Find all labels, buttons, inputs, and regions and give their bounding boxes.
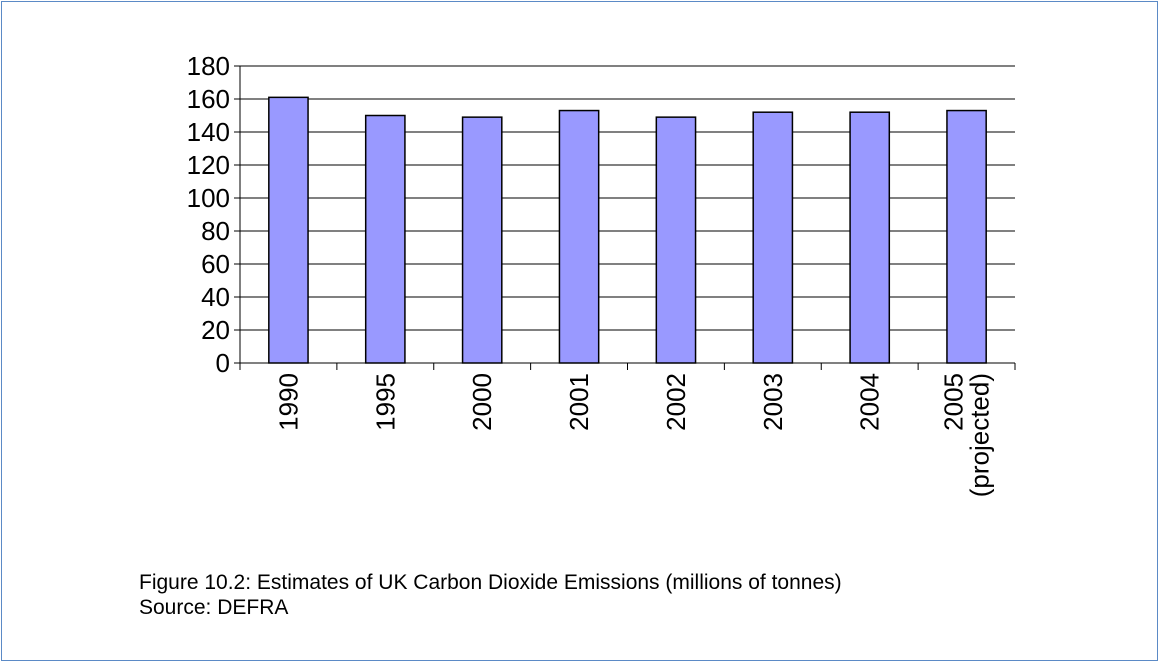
bar-2004 (849, 111, 891, 364)
gridlines (240, 65, 1015, 331)
x-tick-label: 2000 (467, 373, 497, 431)
caption-title: Figure 10.2: Estimates of UK Carbon Diox… (139, 571, 842, 594)
y-tick-label: 180 (187, 51, 230, 81)
bar-2005 (946, 109, 987, 364)
bar-2001 (558, 109, 600, 364)
x-tick-label: 2003 (758, 373, 788, 431)
y-tick-label: 140 (187, 117, 230, 147)
bar-1990 (268, 96, 309, 364)
bar-2002 (655, 116, 697, 364)
svg-text:2004: 2004 (855, 373, 885, 431)
x-tick-label: 2005(projected) (939, 373, 995, 497)
y-tick-label: 40 (201, 282, 230, 312)
y-tick-label: 60 (201, 249, 230, 279)
axes (234, 65, 1016, 370)
svg-text:2001: 2001 (564, 373, 594, 431)
caption-source: Source: DEFRA (139, 596, 289, 619)
y-tick-label: 160 (187, 84, 230, 114)
y-tick-label: 80 (201, 216, 230, 246)
x-tick-label: 2002 (661, 373, 691, 431)
x-tick-label: 2004 (855, 373, 885, 431)
y-tick-label: 120 (187, 150, 230, 180)
x-tick-label: 1990 (273, 373, 303, 431)
x-tick-label: 2001 (564, 373, 594, 431)
svg-text:2003: 2003 (758, 373, 788, 431)
svg-text:2000: 2000 (467, 373, 497, 431)
svg-text:1995: 1995 (370, 373, 400, 431)
figure-caption: Figure 10.2: Estimates of UK Carbon Diox… (139, 570, 842, 620)
bar-2000 (461, 116, 503, 364)
svg-text:1990: 1990 (273, 373, 303, 431)
x-tick-label: 1995 (370, 373, 400, 431)
svg-text:2002: 2002 (661, 373, 691, 431)
y-tick-label: 100 (187, 183, 230, 213)
y-tick-label: 0 (216, 348, 230, 378)
y-tick-label: 20 (201, 315, 230, 345)
bars (268, 96, 987, 364)
x-tick-labels: 1990 1995 2000 2001 2002 2003 2004 2005(project… (273, 373, 994, 497)
bar-2003 (752, 111, 794, 364)
bar-1995 (364, 114, 406, 364)
svg-text:2005(projected): 2005(projected) (939, 373, 995, 497)
